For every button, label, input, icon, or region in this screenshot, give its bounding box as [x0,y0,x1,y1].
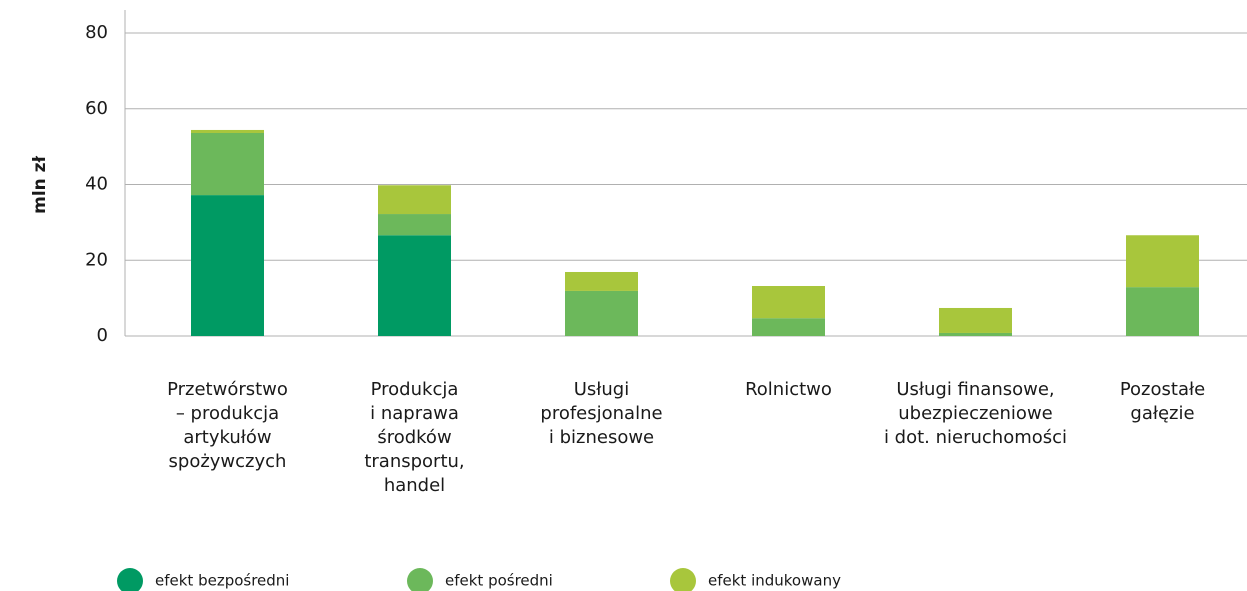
bar-segment [378,235,451,336]
bar-segment [752,286,825,319]
x-tick-label: – produkcja [176,403,279,424]
y-tick-label: 80 [85,22,108,43]
x-tick-label: i naprawa [370,403,459,424]
bar-segment [752,318,825,336]
bar-segment [378,214,451,236]
bar-segment [939,307,1012,333]
legend-swatch [117,568,143,591]
bar-segment [565,271,638,291]
legend-label: efekt indukowany [708,572,841,590]
x-tick-label: Usługi finansowe, [896,379,1054,400]
bar-segment [191,129,264,133]
bar-segment [1126,287,1199,336]
bar-segment [1126,235,1199,288]
x-tick-label: profesjonalne [540,403,662,424]
legend-label: efekt pośredni [445,572,553,590]
y-axis-label: mln zł [30,155,50,213]
x-tick-label: środków [377,427,451,448]
bar-segment [191,195,264,336]
bar-segment [191,132,264,196]
bar-segment [378,185,451,215]
x-tick-label: Usługi [574,379,630,400]
x-tick-label: Rolnictwo [745,379,832,400]
x-tick-label: ubezpieczeniowe [898,403,1053,424]
bar-segment [565,290,638,336]
x-tick-label: Przetwórstwo [167,379,288,400]
legend-label: efekt bezpośredni [155,572,289,590]
legend-swatch [670,568,696,591]
x-tick-label: transportu, [364,451,464,472]
y-tick-label: 40 [85,174,108,195]
legend-swatch [407,568,433,591]
x-tick-label: handel [384,475,445,496]
x-tick-label: gałęzie [1130,403,1194,424]
x-tick-label: artykułów [183,427,271,448]
x-tick-label: Pozostałe [1120,379,1205,400]
x-tick-label: Produkcja [371,379,459,400]
y-tick-label: 60 [85,98,108,119]
bar-segment [939,332,1012,336]
x-tick-label: i biznesowe [549,427,654,448]
y-tick-label: 20 [85,249,108,270]
x-tick-label: i dot. nieruchomości [884,427,1067,448]
x-tick-label: spożywczych [169,451,287,472]
y-tick-label: 0 [97,325,108,346]
